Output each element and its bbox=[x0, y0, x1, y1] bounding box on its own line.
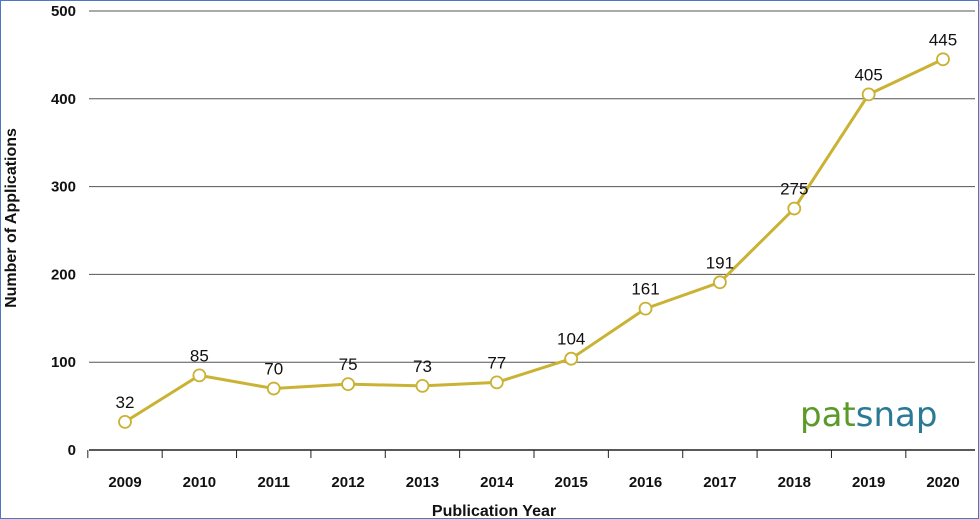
series-line bbox=[118, 52, 950, 429]
x-tick-label: 2013 bbox=[406, 474, 439, 491]
logo-part-pat: pat bbox=[800, 395, 856, 435]
y-tick-label: 300 bbox=[51, 179, 76, 196]
y-tick-label: 200 bbox=[51, 266, 76, 283]
x-tick-label: 2020 bbox=[926, 474, 959, 491]
y-tick-label: 100 bbox=[51, 354, 76, 371]
patsnap-logo: patsnap bbox=[800, 395, 937, 435]
x-tick-label: 2019 bbox=[852, 474, 885, 491]
data-label: 445 bbox=[929, 30, 957, 49]
data-point bbox=[936, 52, 950, 67]
x-tick-label: 2018 bbox=[778, 474, 811, 491]
data-label: 85 bbox=[190, 346, 209, 365]
data-point bbox=[713, 275, 727, 290]
data-point bbox=[341, 377, 355, 392]
data-label: 77 bbox=[487, 353, 506, 372]
y-axis-title: Number of Applications bbox=[3, 128, 20, 308]
data-point bbox=[787, 201, 802, 216]
data-label: 104 bbox=[557, 330, 585, 349]
data-label: 75 bbox=[339, 355, 358, 374]
y-tick-label: 500 bbox=[51, 3, 76, 20]
series-path bbox=[124, 57, 944, 424]
data-label: 32 bbox=[116, 393, 135, 412]
data-point bbox=[638, 301, 653, 316]
data-label: 405 bbox=[854, 65, 882, 84]
data-point bbox=[192, 368, 207, 383]
x-axis-title: Publication Year bbox=[432, 503, 556, 519]
y-axis-ticks: 0 100 200 300 400 500 bbox=[51, 3, 76, 459]
data-point bbox=[861, 87, 876, 102]
gridlines bbox=[89, 10, 975, 451]
data-label: 191 bbox=[706, 253, 734, 272]
x-axis: 2009 2010 2011 2012 2013 2014 2015 2016 2017 2018… bbox=[87, 450, 960, 491]
data-label: 275 bbox=[780, 180, 808, 199]
y-tick-label: 0 bbox=[68, 442, 76, 459]
x-tick-label: 2017 bbox=[703, 474, 736, 491]
x-tick-label: 2016 bbox=[629, 474, 662, 491]
data-point bbox=[415, 379, 430, 393]
x-tick-label: 2009 bbox=[108, 474, 141, 491]
data-point bbox=[118, 415, 132, 429]
data-labels: 32 85 70 75 73 77 104 161 191 275 405 445 bbox=[116, 30, 958, 412]
data-label: 161 bbox=[631, 280, 659, 299]
x-tick-label: 2010 bbox=[183, 474, 216, 491]
data-point bbox=[266, 381, 281, 396]
data-label: 70 bbox=[264, 360, 283, 379]
data-point bbox=[564, 351, 579, 366]
x-tick-label: 2014 bbox=[480, 474, 514, 491]
logo-part-snap: snap bbox=[856, 395, 938, 435]
x-tick-label: 2011 bbox=[257, 474, 290, 491]
data-label: 73 bbox=[413, 357, 432, 376]
y-tick-label: 400 bbox=[51, 91, 76, 108]
x-tick-label: 2015 bbox=[554, 474, 587, 491]
x-tick-label: 2012 bbox=[331, 474, 364, 491]
data-point bbox=[489, 375, 504, 390]
